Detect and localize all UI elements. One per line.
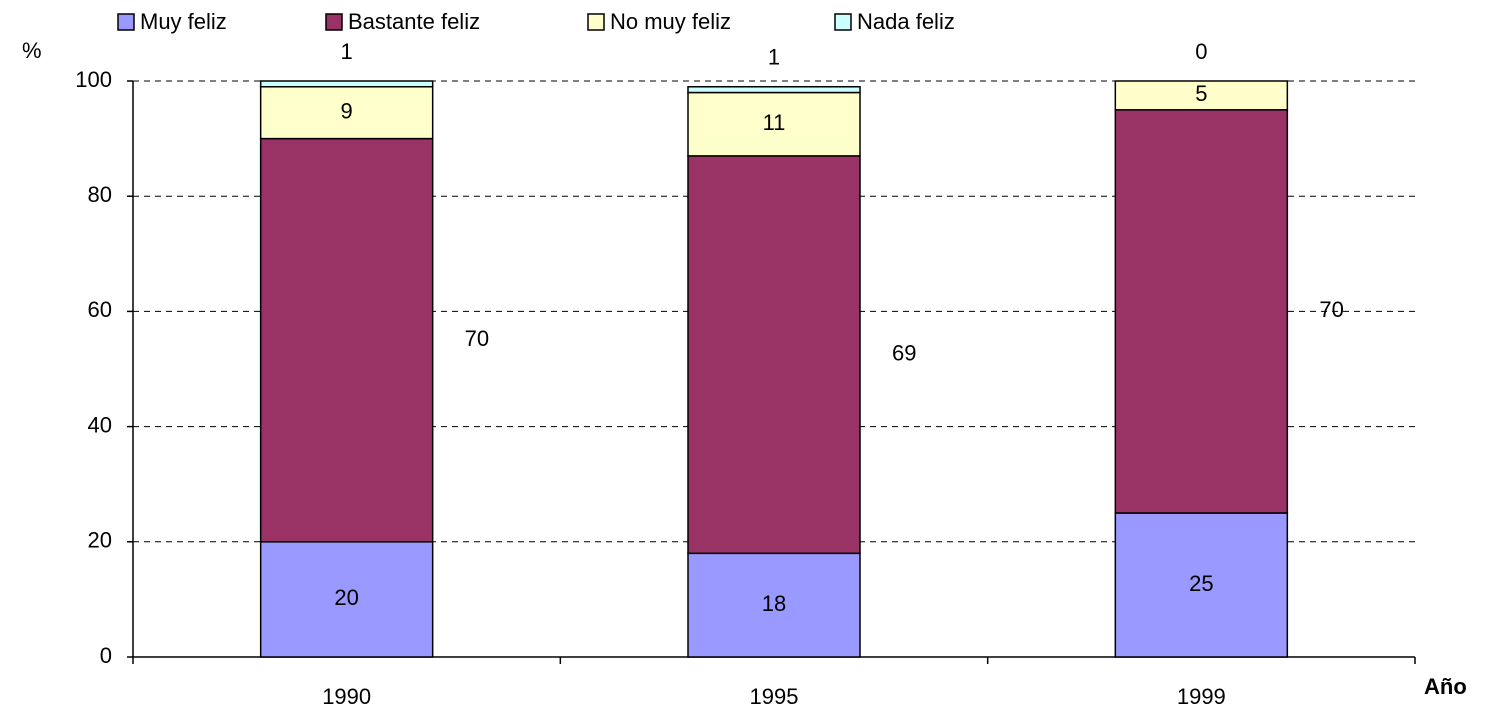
- data-label: 9: [341, 98, 353, 123]
- bar-segment: [259, 137, 434, 543]
- bar-segment: [687, 91, 861, 157]
- bar-segment: [687, 155, 861, 555]
- y-tick-label: 20: [88, 528, 112, 553]
- x-tick-label: 1999: [1177, 684, 1226, 709]
- bar-segment: [687, 86, 861, 94]
- data-label: 69: [892, 340, 916, 365]
- legend-swatch: [587, 13, 605, 31]
- legend-swatch: [325, 13, 343, 31]
- y-tick-label: 100: [75, 67, 112, 92]
- data-label: 25: [1189, 571, 1213, 596]
- legend-swatch: [117, 13, 135, 31]
- data-label: 0: [1195, 39, 1207, 64]
- legend-label: Nada feliz: [857, 9, 955, 34]
- bar-segment: [1114, 80, 1289, 111]
- x-tick-label: 1995: [750, 684, 799, 709]
- y-tick-label: 40: [88, 412, 112, 437]
- legend-swatch: [834, 13, 852, 31]
- data-label: 20: [334, 585, 358, 610]
- y-tick-label: 80: [88, 182, 112, 207]
- data-label: 11: [763, 110, 786, 135]
- legend-label: Muy feliz: [140, 9, 227, 34]
- legend-label: Bastante feliz: [348, 9, 480, 34]
- y-tick-label: 60: [88, 297, 112, 322]
- bar-segment: [1114, 512, 1289, 658]
- bar-segment: [259, 86, 434, 140]
- data-label: 5: [1195, 81, 1207, 106]
- y-tick-label: 0: [100, 643, 112, 668]
- x-tick-label: 1990: [322, 684, 371, 709]
- x-axis-label: Año: [1424, 674, 1467, 699]
- data-label: 70: [1319, 297, 1343, 322]
- y-axis-label: %: [22, 38, 42, 63]
- bar-segment: [687, 552, 861, 658]
- data-label: 1: [341, 39, 353, 64]
- bar-segment: [259, 80, 434, 88]
- bar-segment: [1114, 109, 1289, 514]
- bar-segment: [259, 541, 434, 658]
- data-label: 18: [762, 591, 786, 616]
- data-label: 1: [768, 45, 780, 70]
- legend-label: No muy feliz: [610, 9, 731, 34]
- data-label: 70: [465, 326, 489, 351]
